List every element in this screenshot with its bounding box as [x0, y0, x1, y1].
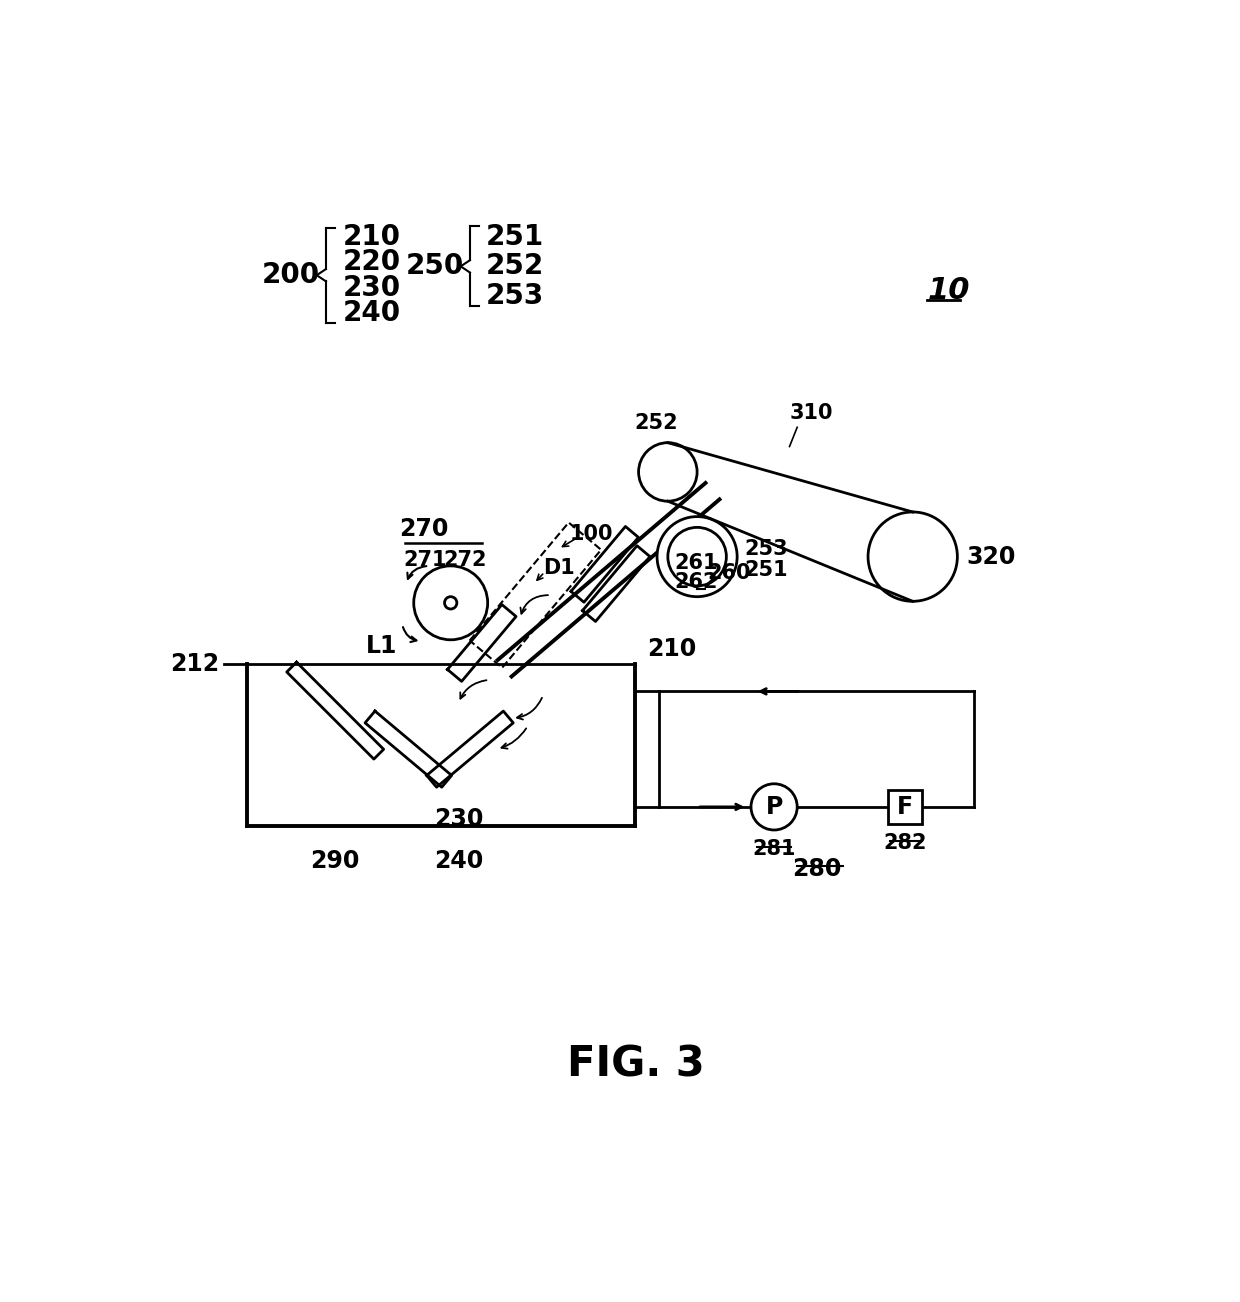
Text: 220: 220 [343, 249, 401, 276]
Text: 252: 252 [635, 414, 678, 434]
Circle shape [868, 512, 957, 602]
Text: 282: 282 [883, 833, 926, 853]
Circle shape [444, 596, 456, 609]
Text: 230: 230 [343, 273, 401, 302]
Text: 212: 212 [171, 652, 219, 677]
Text: 310: 310 [790, 404, 833, 423]
Circle shape [668, 527, 727, 586]
Text: 281: 281 [753, 840, 796, 859]
Text: 240: 240 [343, 299, 401, 327]
Text: 250: 250 [405, 253, 464, 280]
Text: 240: 240 [434, 849, 484, 874]
Text: 100: 100 [570, 523, 614, 543]
Text: L1: L1 [366, 634, 397, 659]
Bar [888, 790, 921, 824]
Text: 10: 10 [928, 276, 971, 306]
Text: 261: 261 [675, 553, 718, 573]
Text: 252: 252 [485, 253, 543, 280]
Text: 280: 280 [792, 857, 841, 881]
Circle shape [657, 517, 737, 596]
Circle shape [639, 443, 697, 501]
Text: 260: 260 [707, 562, 750, 583]
Text: 262: 262 [675, 572, 718, 592]
Text: P: P [765, 796, 782, 819]
Text: 251: 251 [745, 560, 789, 581]
Text: 200: 200 [262, 262, 320, 289]
Text: 272: 272 [443, 551, 486, 570]
Text: 210: 210 [343, 223, 401, 251]
Text: 210: 210 [647, 637, 697, 660]
Text: 251: 251 [485, 223, 543, 251]
Text: 253: 253 [485, 281, 543, 310]
Text: D1: D1 [543, 559, 575, 578]
Circle shape [414, 566, 487, 639]
Text: F: F [897, 796, 913, 819]
Text: 270: 270 [399, 517, 449, 542]
Circle shape [751, 784, 797, 829]
Text: 320: 320 [967, 544, 1016, 569]
Text: 290: 290 [310, 849, 360, 874]
Text: 271: 271 [403, 551, 446, 570]
Text: 230: 230 [434, 807, 484, 831]
Text: 253: 253 [745, 539, 789, 559]
Text: FIG. 3: FIG. 3 [567, 1044, 704, 1086]
